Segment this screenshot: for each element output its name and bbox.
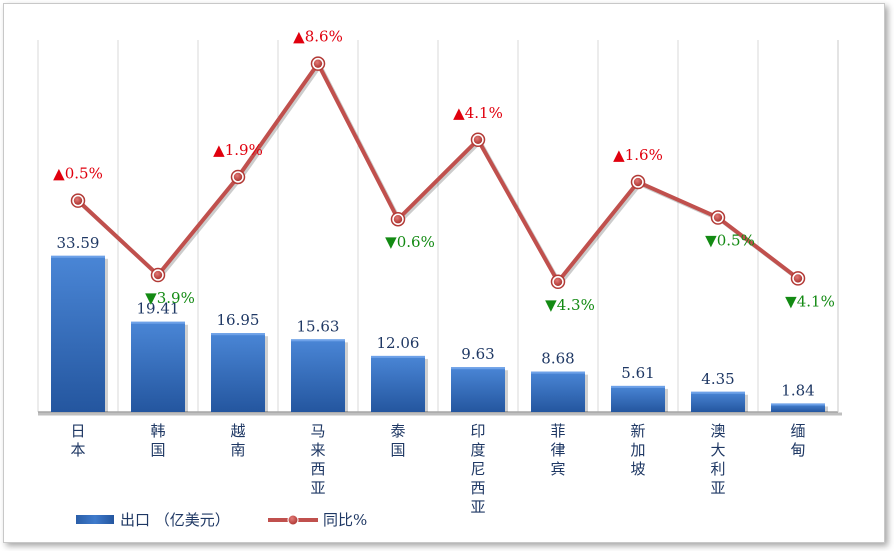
bar-top-highlight [531, 371, 585, 374]
line-series [76, 61, 800, 284]
line-point [233, 172, 243, 182]
bar-value-label: 4.35 [701, 370, 734, 388]
chart-frame [3, 3, 885, 543]
bar [451, 367, 505, 412]
bar [291, 339, 345, 412]
bar-top-highlight [691, 391, 745, 394]
text-layer: 33.59 19.41 16.95 15.63 12.06 9.63 8.68 5.61 4.3… [53, 28, 835, 516]
bar [211, 333, 265, 412]
category-label: 泰国 [390, 422, 405, 459]
category-label: 印度尼西亚 [470, 422, 485, 516]
bar-top-highlight [211, 333, 265, 336]
bar [131, 321, 185, 412]
yoy-label: ▼0.5% [705, 232, 755, 250]
legend-bar-swatch [76, 515, 114, 524]
bar-top-highlight [371, 355, 425, 358]
yoy-label: ▲4.1% [453, 104, 503, 122]
line-layer [70, 56, 806, 290]
bar [371, 355, 425, 412]
line-point [473, 135, 483, 144]
category-label: 缅甸 [790, 422, 805, 459]
bar-top-highlight [771, 403, 825, 406]
category-label: 韩国 [150, 422, 165, 459]
yoy-label: ▲1.6% [613, 146, 663, 164]
category-label: 新加坡 [630, 422, 645, 478]
bar-value-label: 16.95 [217, 311, 260, 329]
bar-value-label: 12.06 [377, 334, 420, 352]
yoy-label: ▲1.9% [213, 141, 263, 159]
bar-top-highlight [611, 385, 665, 388]
yoy-label: ▼3.9% [145, 289, 195, 307]
line-point [313, 59, 323, 68]
bar-value-label: 5.61 [621, 364, 654, 382]
bar-value-label: 19.41 [137, 300, 180, 318]
yoy-label: ▲8.6% [293, 28, 343, 46]
bar-top-highlight [51, 255, 105, 258]
legend-line-label: 同比% [323, 511, 367, 529]
bar-top-highlight [451, 367, 505, 370]
category-label: 马来西亚 [310, 422, 325, 497]
bar-value-label: 15.63 [297, 317, 340, 335]
yoy-label: ▼0.6% [385, 233, 435, 251]
bar-top-highlight [291, 339, 345, 342]
bar [51, 255, 105, 412]
bar-value-label: 9.63 [461, 345, 494, 363]
line-point [793, 274, 803, 283]
line-point [713, 213, 723, 222]
bar-layer [51, 255, 828, 412]
category-label: 越南 [230, 422, 245, 459]
category-label: 澳大利亚 [710, 422, 725, 497]
bar-value-label: 8.68 [541, 350, 574, 368]
line-point [73, 196, 83, 205]
legend: 出口 （亿美元） 同比% [76, 511, 367, 529]
bar [531, 371, 585, 412]
legend-line-marker [287, 514, 299, 526]
legend-bar-label: 出口 （亿美元） [120, 511, 230, 529]
line-point [633, 177, 643, 187]
category-label: 菲律宾 [550, 422, 565, 478]
yoy-label: ▲0.5% [53, 165, 103, 183]
line-point [153, 270, 163, 280]
bar [691, 391, 745, 412]
yoy-label: ▼4.1% [785, 292, 835, 310]
bar-value-label: 1.84 [781, 381, 814, 399]
category-label: 日本 [70, 422, 85, 459]
line-point [393, 215, 403, 224]
bar [611, 385, 665, 412]
bar-top-highlight [131, 321, 185, 324]
line-point [553, 277, 563, 286]
yoy-label: ▼4.3% [545, 296, 595, 314]
bar-value-label: 33.59 [57, 234, 100, 252]
bar [771, 403, 825, 412]
